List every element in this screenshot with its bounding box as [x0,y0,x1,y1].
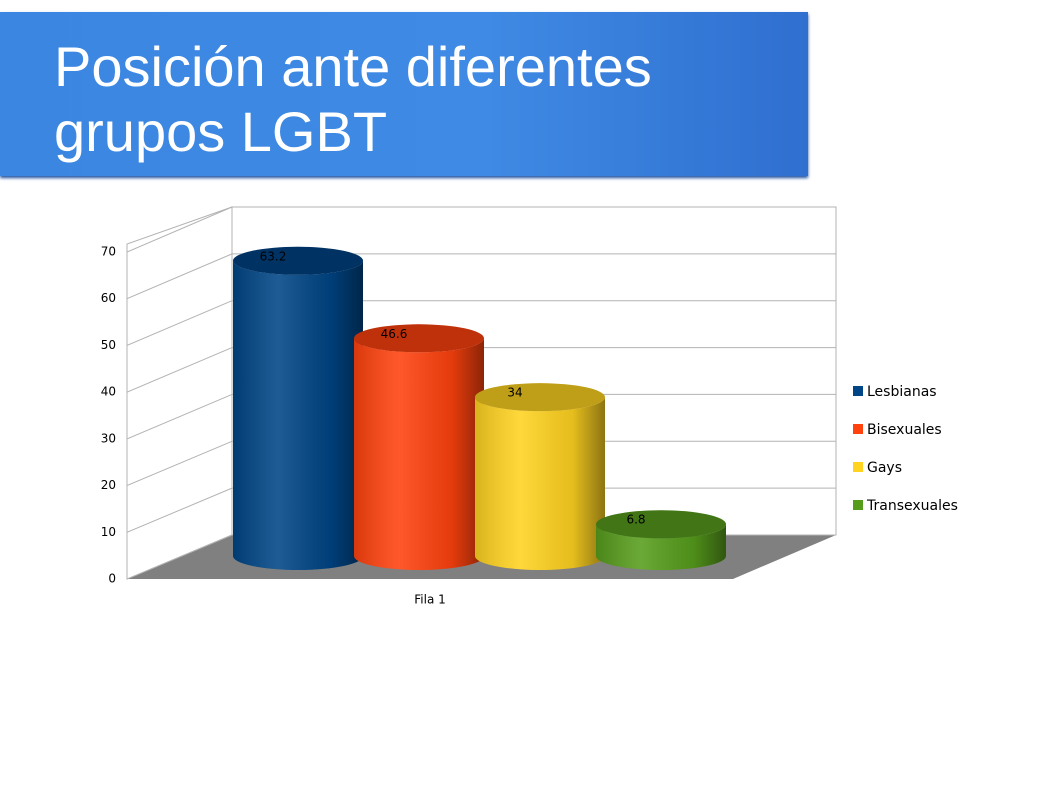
grid-line [126,440,233,487]
bar-shading [475,397,605,570]
grid-line [126,206,233,253]
grid-line [126,393,233,440]
bar-shading [354,338,484,570]
y-tick-label: 10 [101,525,116,539]
bar-top-shading [596,510,726,539]
grid-line [126,487,233,533]
bar-top [233,246,363,275]
legend-label: Transexuales [866,498,958,514]
bar-shading [233,260,363,570]
grid-line [126,534,233,580]
legend-label: Bisexuales [867,422,942,438]
bar-top-shading [233,246,363,275]
x-category-label: Fila 1 [414,593,446,607]
y-tick-label: 40 [101,385,116,399]
grid-line [126,347,233,393]
grid-line [126,253,233,300]
y-tick-label: 60 [101,291,116,305]
bar-shading [596,524,726,570]
legend-label: Lesbianas [867,384,937,400]
bar-top [596,510,726,539]
data-label: 34 [507,386,522,400]
legend-swatch [853,462,863,472]
data-label: 63.2 [260,249,287,263]
bar-top-shading [354,324,484,353]
y-tick-label: 20 [101,478,116,492]
data-label: 46.6 [381,327,408,341]
y-tick-label: 50 [101,338,116,352]
legend-swatch [853,424,863,434]
bar-top [475,383,605,412]
y-tick-label: 30 [101,431,116,445]
bar-top-shading [475,383,605,412]
data-label: 6.8 [626,513,645,527]
bar-top [354,324,484,353]
slide-title: Posición ante diferentes grupos LGBT [54,35,652,163]
y-tick-label: 0 [108,572,116,586]
side-wall [126,206,233,580]
legend-swatch [853,500,863,510]
y-tick-label: 70 [101,245,116,259]
title-banner [0,12,808,176]
grid-line [126,300,233,346]
legend-swatch [853,386,863,396]
legend-label: Gays [867,460,902,476]
